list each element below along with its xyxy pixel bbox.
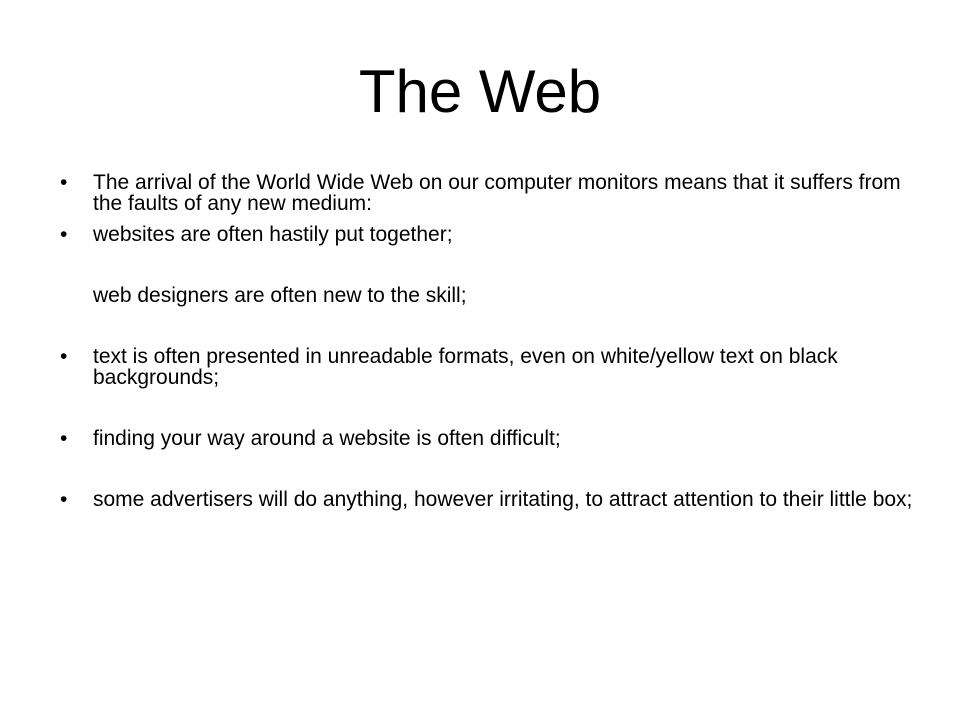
bullet-text: finding your way around a website is oft…: [93, 427, 561, 450]
list-item: • The arrival of the World Wide Web on o…: [60, 172, 920, 214]
list-item: • text is often presented in unreadable …: [60, 346, 920, 388]
bullet-icon: •: [60, 488, 68, 511]
bullet-text: some advertisers will do anything, howev…: [93, 488, 913, 511]
bullet-text: The arrival of the World Wide Web on our…: [93, 171, 901, 215]
bullet-text: websites are often hastily put together;: [93, 223, 453, 246]
list-item: • websites are often hastily put togethe…: [60, 224, 920, 306]
bullet-icon: •: [60, 223, 68, 246]
list-item: • finding your way around a website is o…: [60, 428, 920, 449]
list-item: • some advertisers will do anything, how…: [60, 489, 920, 510]
bullet-icon: •: [60, 345, 68, 368]
bullet-subline: web designers are often new to the skill…: [93, 284, 467, 307]
slide-title: The Web: [358, 58, 602, 125]
bullet-icon: •: [60, 171, 68, 194]
bullet-list: • The arrival of the World Wide Web on o…: [60, 172, 920, 510]
bullet-text: text is often presented in unreadable fo…: [93, 345, 838, 389]
bullet-icon: •: [60, 427, 68, 450]
